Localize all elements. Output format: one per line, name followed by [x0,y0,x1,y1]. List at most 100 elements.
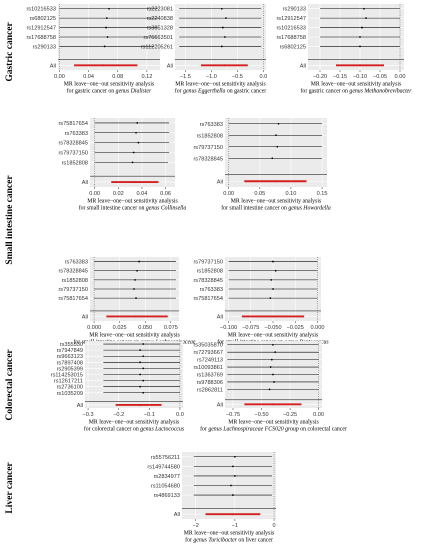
panels: rs10216533 rs6802125 rs12912547 rs17688758 r… [26,4,412,544]
estimate-point [363,7,365,10]
estimate-point [139,373,142,376]
snp-label: rs10216533 [276,26,306,32]
caption-line-2: for gastric cancer on genus Methanobrevi… [300,88,412,95]
estimate-point [220,45,223,48]
snp-label: rs12912547 [26,26,56,32]
caption-line-2: for genus Eggerthella on gastric cancer [175,88,266,95]
snp-label: rs7249113 [197,358,223,364]
snp-label: rs10093861 [193,365,223,371]
snp-label: rs2736100 [57,385,83,391]
caption-line-1: MR leave−one−out sensitivity analysis [184,531,275,537]
estimate-point [131,161,134,164]
estimate-point [232,465,234,468]
caption-line-2: for colorectal cancer on genus Lactococc… [84,426,185,433]
snp-label: rs6802125 [30,16,56,22]
forest-panel-8: rs355530rs7947849rs9663123rs7897408rs290… [51,341,185,433]
forest-panel-10: rs55756211 rs149744580 rs2834977 rs11054680… [147,452,276,544]
caption-text: for [185,537,193,544]
estimate-point [105,17,108,20]
snp-label: rs7947849 [57,348,83,354]
estimate-point [221,26,224,29]
snp-label: rs112205261 [141,44,173,50]
estimate-point [220,7,223,10]
estimate-point [272,260,274,263]
snp-label: rs79737150 [58,151,88,157]
forest-panel-5: rs763383 rs1852808 rs79737150 rs78328845 All… [193,118,331,212]
snp-label: rs10216533 [26,7,56,13]
snp-label: rs355530 [60,342,83,348]
estimate-point [105,26,107,29]
estimate-point [103,45,106,48]
x-tick-label: −0.3 [83,412,94,418]
caption-taxon: genus Eggerthella [183,89,225,95]
all-label: All [82,180,88,186]
x-tick-label: 0.06 [160,191,171,197]
caption-line-2: for small intestine cancer on genus Howa… [221,205,331,212]
all-label: All [217,179,223,185]
snp-label: rs76663501 [143,35,173,41]
x-tick-label: 0.05 [254,191,265,197]
caption-line-1: MR leave−one−out sensitivity analysis [89,420,180,426]
estimate-point [108,7,110,10]
caption-taxon: genus Lachnospiraceae FCS020 group [208,427,299,433]
x-tick-label: −0.05 [373,74,387,80]
caption-text: for small intestine cancer on [221,205,288,212]
estimate-point [272,288,274,290]
pooled-estimate-point [223,64,226,67]
caption-taxon: genus Howardella [288,206,331,212]
pooled-estimate-point [271,403,274,406]
snp-label: rs75817654 [58,121,88,127]
caption-line-1: MR leave−one−out sensitivity analysis [228,420,319,426]
x-tick-label: −0.075 [242,325,259,331]
all-label: All [300,63,306,69]
estimate-point [270,278,273,281]
caption-line-2: for gastric cancer on genus Dialister [67,88,152,95]
estimate-point [134,278,136,281]
pooled-estimate-point [231,513,234,516]
estimate-point [269,366,272,368]
snp-label: rs35035870 [193,343,223,349]
x-tick-label: 0.12 [141,74,152,80]
snp-label: rs72793667 [193,350,223,356]
x-tick-label: −1 [232,523,238,529]
x-tick-label: −1.5 [180,74,191,80]
x-tick-label: −0.2 [113,412,124,418]
x-tick-label: 0.10 [285,191,296,197]
snp-label: rs7897408 [57,360,83,366]
x-tick-label: −0.50 [254,412,268,418]
estimate-point [271,157,274,160]
x-tick-label: 0.000 [310,325,324,331]
caption-text: for colorectal cancer on [84,426,140,433]
forest-panel-3: rs290133 rs12912547 rs10216533 rs17688758 rs… [276,4,412,95]
estimate-point [142,343,145,345]
snp-label: rs12617211 [54,379,83,385]
snp-label: rs1363769 [197,373,223,379]
x-tick-label: 0.00 [313,412,324,418]
snp-label: rs3851328 [147,26,173,32]
forest-panel-1: rs10216533 rs6802125 rs12912547 rs17688758 r… [26,4,160,95]
estimate-point [361,26,363,29]
x-tick-label: −0.20 [313,74,327,80]
caption-text: on liver cancer [237,538,273,544]
x-tick-label: 0.025 [113,325,127,331]
pooled-estimate-point [133,181,136,184]
estimate-point [269,297,272,300]
caption-line-1: MR leave−one−out sensitivity analysis [64,82,155,88]
estimate-point [225,17,227,20]
estimate-point [224,36,226,38]
x-tick-label: −0.25 [283,412,297,418]
estimate-point [139,385,142,388]
caption-line-2: for small intestine cancer on genus Coll… [79,205,187,212]
snp-label: rs2240838 [147,16,173,22]
x-tick-label: −0.050 [264,325,281,331]
snp-label: rs763383 [200,122,223,128]
caption-line-1: MR leave−one−out sensitivity analysis [89,333,180,339]
x-tick-label: −1.0 [206,74,217,80]
estimate-point [272,343,274,346]
x-tick-label: −0.1 [144,412,155,418]
estimate-point [142,367,145,370]
forest-panel-2: rs2223081 rs2240838 rs3851328 rs76663501 rs1… [141,4,267,95]
snp-label: rs79737150 [193,260,223,266]
snp-label: rs17688758 [276,35,306,41]
